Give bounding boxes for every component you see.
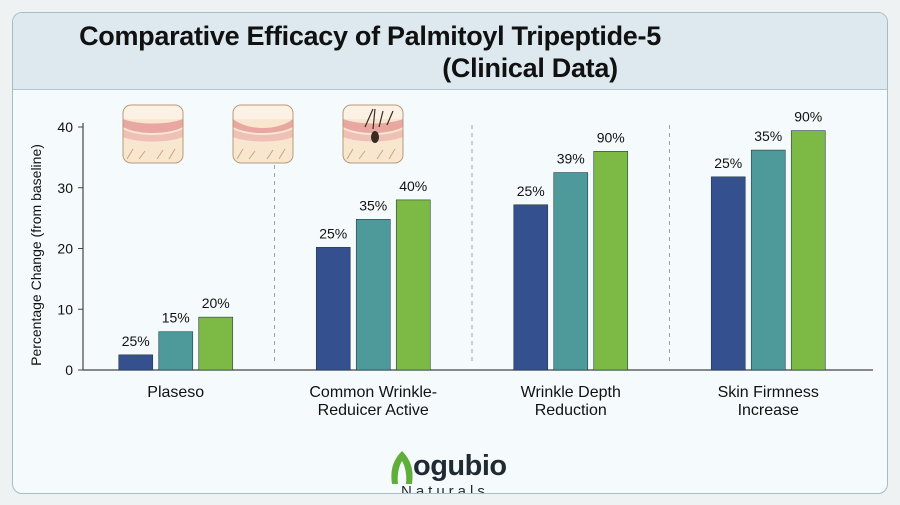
data-label: 15% [162, 310, 190, 326]
bar [355, 219, 391, 371]
y-tick-label: 30 [57, 180, 73, 196]
y-tick-label: 0 [65, 362, 73, 378]
chart-subtitle: (Clinical Data) [442, 53, 618, 83]
data-label: 25% [517, 183, 545, 199]
y-tick-label: 20 [57, 241, 73, 257]
bars [118, 130, 826, 371]
chart-card: Comparative Efficacy of Palmitoyl Tripep… [12, 12, 888, 494]
bar [710, 176, 746, 371]
bar [790, 130, 826, 371]
category-labels: Plaseso Common Wrinkle-Reduicer Active Wri… [147, 384, 819, 419]
category-label: Plaseso [147, 384, 204, 401]
bar [593, 151, 629, 371]
bar [750, 149, 786, 371]
bar [158, 331, 194, 371]
data-label: 20% [202, 295, 230, 311]
brand-subtitle: Naturals [401, 483, 489, 494]
y-tick-label: 40 [57, 119, 73, 135]
data-label: 25% [122, 333, 150, 349]
category-label: Reduction [535, 402, 607, 419]
bar [553, 172, 589, 371]
category-label: Skin Firmness [718, 384, 819, 401]
data-label: 35% [359, 197, 387, 213]
brand-name: ogubio [413, 450, 507, 482]
y-tick-label: 10 [57, 301, 73, 317]
skin-layer-icon [342, 104, 404, 164]
chart-title: Comparative Efficacy of Palmitoyl Tripep… [79, 21, 661, 51]
y-axis-label: Percentage Change (from baseline) [28, 144, 44, 366]
category-label: Wrinkle Depth [521, 384, 621, 401]
category-label: Reduicer Active [318, 402, 429, 419]
data-labels: 25% 15% 20% 25% 35% 40% 25% 39% 90% 25% 35% 90% [122, 109, 823, 349]
skin-diagram-icons [122, 104, 404, 164]
bar [315, 246, 351, 371]
skin-layer-icon [232, 104, 294, 164]
brand-logo: ogubio Naturals [389, 450, 539, 494]
bar [395, 199, 431, 371]
data-label: 90% [794, 109, 822, 125]
chart-header: Comparative Efficacy of Palmitoyl Tripep… [13, 13, 887, 90]
data-label: 40% [399, 178, 427, 194]
bar [513, 204, 549, 371]
leaf-icon [391, 451, 413, 484]
data-label: 35% [754, 128, 782, 144]
skin-layer-icon [122, 104, 184, 164]
bar [198, 316, 234, 371]
data-label: 25% [319, 225, 347, 241]
data-label: 39% [557, 151, 585, 167]
data-label: 25% [714, 155, 742, 171]
data-label: 90% [597, 129, 625, 145]
category-label: Common Wrinkle- [309, 384, 437, 401]
bar [118, 354, 154, 371]
category-label: Increase [738, 402, 799, 419]
